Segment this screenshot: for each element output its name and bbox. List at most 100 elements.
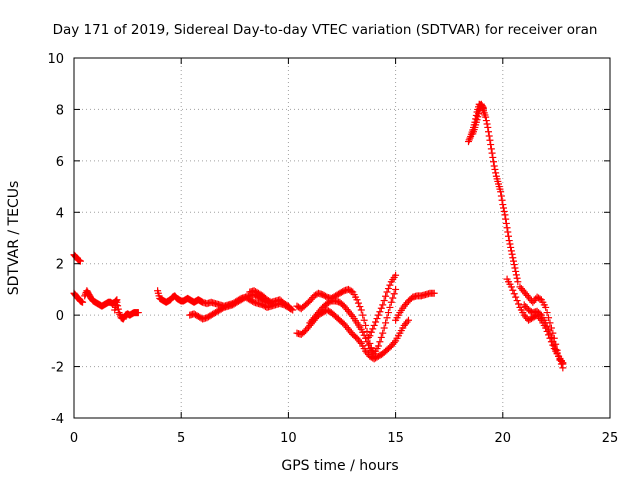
data-point	[485, 132, 493, 140]
data-point	[547, 333, 555, 341]
data-point	[487, 141, 495, 149]
chart-title: Day 171 of 2019, Sidereal Day-to-day VTE…	[53, 22, 598, 38]
data-point	[483, 120, 491, 128]
data-point	[114, 305, 122, 313]
y-tick-label: -4	[51, 412, 64, 427]
data-point	[510, 290, 518, 298]
data-point	[404, 316, 412, 324]
data-point	[512, 293, 520, 301]
data-point	[507, 243, 515, 251]
data-point	[491, 165, 499, 173]
data-point	[359, 311, 367, 319]
data-point	[367, 328, 375, 336]
data-point	[500, 207, 508, 215]
data-point	[362, 334, 370, 342]
data-point	[507, 283, 515, 291]
data-point	[482, 113, 490, 121]
data-point	[509, 254, 517, 262]
data-point	[356, 338, 364, 346]
data-point	[497, 188, 505, 196]
data-point	[370, 321, 378, 329]
data-point	[501, 211, 509, 219]
series-s17	[520, 301, 567, 367]
data-point	[376, 338, 384, 346]
series-s2	[70, 289, 87, 306]
y-tick-label: 0	[56, 309, 64, 324]
y-tick-labels: -4 -2 0 2 4 6 8 10	[47, 52, 64, 427]
data-point	[116, 310, 124, 318]
data-point	[286, 304, 294, 312]
data-point	[114, 302, 122, 310]
data-point	[373, 315, 381, 323]
y-tick-label: 8	[56, 103, 64, 118]
data-point	[380, 297, 388, 305]
data-point	[360, 316, 368, 324]
data-point	[507, 247, 515, 255]
y-tick-label: 6	[56, 155, 64, 170]
data-point	[512, 267, 520, 275]
data-point	[387, 298, 395, 306]
data-point	[514, 278, 522, 286]
data-point	[549, 338, 557, 346]
series-s1	[70, 251, 84, 265]
data-point	[484, 123, 492, 131]
data-point	[509, 286, 517, 294]
series-s8	[293, 285, 378, 360]
data-point	[115, 309, 123, 317]
data-point	[473, 116, 481, 124]
data-point	[377, 304, 385, 312]
data-point	[508, 250, 516, 258]
data-point	[76, 257, 84, 265]
data-point	[380, 324, 388, 332]
data-point	[403, 318, 411, 326]
data-point	[545, 326, 553, 334]
data-point	[347, 311, 355, 319]
grid	[74, 58, 610, 418]
data-point	[488, 149, 496, 157]
data-point	[390, 290, 398, 298]
data-point	[389, 294, 397, 302]
data-point	[111, 297, 119, 305]
data-point	[382, 292, 390, 300]
data-point	[363, 338, 371, 346]
data-point	[487, 145, 495, 153]
y-tick-label: 2	[56, 258, 64, 273]
data-point	[362, 321, 370, 329]
data-point	[79, 298, 87, 306]
data-point	[285, 303, 293, 311]
data-point	[513, 274, 521, 282]
data-point	[498, 196, 506, 204]
series-s4	[111, 298, 142, 323]
data-point	[506, 240, 514, 248]
data-point	[513, 297, 521, 305]
data-point	[357, 306, 365, 314]
data-point	[392, 271, 400, 279]
data-point	[486, 136, 494, 144]
data-point	[511, 264, 519, 272]
data-point	[559, 359, 567, 367]
data-point	[464, 138, 472, 146]
y-axis-label: SDTVAR / TECUs	[6, 181, 22, 296]
data-point	[515, 300, 523, 308]
x-tick-label: 5	[177, 431, 185, 446]
data-point	[490, 162, 498, 170]
data-point	[503, 224, 511, 232]
data-point	[502, 219, 510, 227]
data-point	[497, 192, 505, 200]
data-point	[553, 349, 561, 357]
data-point	[485, 128, 493, 136]
data-point	[500, 204, 508, 212]
data-point	[357, 325, 365, 333]
data-point	[505, 237, 513, 245]
data-point	[376, 308, 384, 316]
data-point	[364, 341, 372, 349]
data-point	[492, 169, 500, 177]
x-tick-label: 15	[387, 431, 404, 446]
data-point	[550, 342, 558, 350]
data-point	[287, 305, 295, 313]
y-tick-label: 4	[56, 206, 64, 221]
data-point	[510, 257, 518, 265]
data-point	[499, 201, 507, 209]
data-point	[480, 104, 488, 112]
data-point	[543, 322, 551, 330]
